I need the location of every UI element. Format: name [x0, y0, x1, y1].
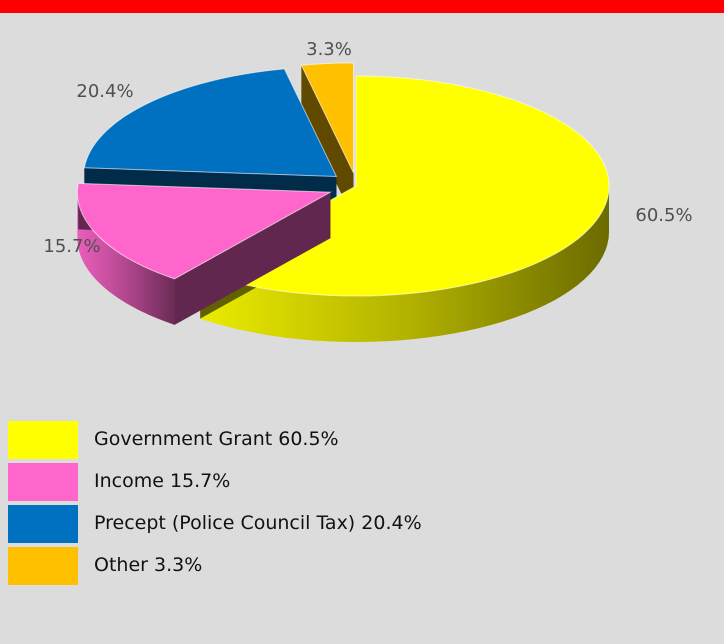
header-bar — [0, 0, 724, 13]
slice-data-label: 60.5% — [635, 205, 692, 226]
slice-data-label: 15.7% — [43, 236, 100, 257]
pie-slice-side — [200, 186, 609, 342]
slice-data-label: 3.3% — [306, 39, 352, 60]
legend-label: Other 3.3% — [94, 554, 203, 576]
pie-slice — [76, 182, 333, 325]
pie-slice-top — [83, 68, 338, 178]
legend-swatch — [8, 505, 78, 543]
pie-slice — [300, 62, 355, 219]
legend-swatch — [8, 463, 78, 501]
slice-data-label: 20.4% — [76, 81, 133, 102]
pie-slice-side — [77, 192, 175, 325]
pie-slice-edge — [301, 65, 354, 219]
legend-label: Government Grant 60.5% — [94, 428, 339, 450]
legend-label: Income 15.7% — [94, 470, 231, 492]
legend-label: Precept (Police Council Tax) 20.4% — [94, 512, 422, 534]
pie-slice-top — [300, 62, 355, 174]
legend-swatch — [8, 421, 78, 459]
pie-slice-top — [76, 182, 333, 280]
pie-chart: 60.5% 15.7% 20.4% 3.3% — [43, 39, 693, 342]
legend-swatch — [8, 547, 78, 585]
